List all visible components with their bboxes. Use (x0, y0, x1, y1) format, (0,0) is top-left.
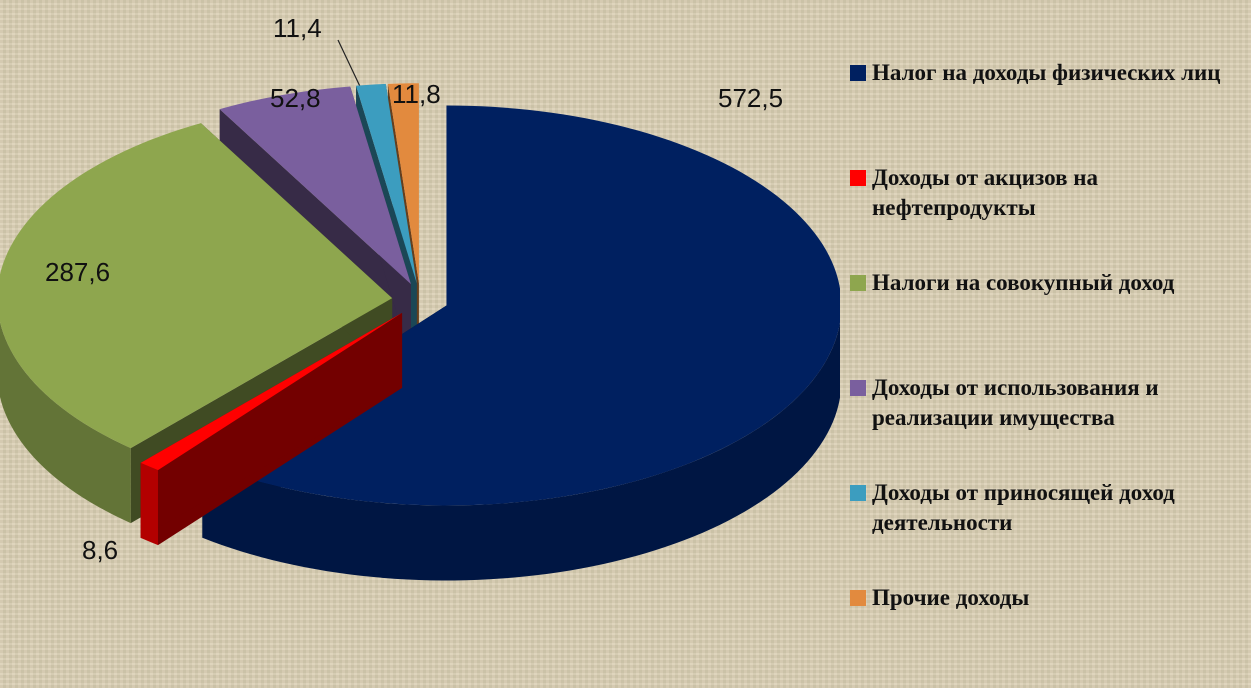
legend-swatch (850, 275, 866, 291)
slice-top (356, 83, 417, 284)
legend-item: Налоги на совокупный доход (850, 268, 1250, 373)
slice-wall (0, 322, 131, 524)
slice-top (140, 312, 403, 471)
legend-label: Доходы от акцизов на нефтепродукты (872, 165, 1099, 220)
slice (140, 312, 403, 546)
legend-item: Доходы от акцизов на нефтепродукты (850, 163, 1250, 268)
slice-wall (140, 462, 158, 546)
legend-swatch (850, 65, 866, 81)
slice-top (0, 123, 393, 449)
legend-swatch (850, 380, 866, 396)
slice-top (387, 83, 419, 284)
data-label: 572,5 (718, 83, 783, 113)
data-label: 11,8 (392, 79, 441, 109)
legend-item: Доходы от использования и реализации иму… (850, 373, 1250, 478)
legend-label: Налог на доходы физических лиц (872, 60, 1221, 85)
page: 572,5 8,6 287,6 52,8 11,4 11,8 Налог на доход… (0, 0, 1251, 640)
legend-label: Доходы от приносящей доход деятельности (872, 480, 1175, 535)
legend-item: Доходы от приносящей доход деятельности (850, 478, 1250, 583)
data-label: 52,8 (270, 83, 321, 113)
slice-top (219, 86, 411, 285)
slice-side (140, 312, 403, 538)
legend: Налог на доходы физических лиц Доходы от … (850, 58, 1250, 688)
data-label: 287,6 (45, 257, 110, 287)
legend-label: Доходы от использования и реализации иму… (872, 375, 1159, 430)
legend-item: Прочие доходы (850, 583, 1250, 688)
data-label: 8,6 (82, 535, 118, 565)
legend-item: Налог на доходы физических лиц (850, 58, 1250, 163)
legend-swatch (850, 590, 866, 606)
chart: 572,5 8,6 287,6 52,8 11,4 11,8 (0, 13, 840, 581)
legend-label: Налоги на совокупный доход (872, 270, 1175, 295)
legend-swatch (850, 485, 866, 501)
legend-swatch (850, 170, 866, 186)
slice-wall (202, 322, 840, 581)
data-label: 11,4 (273, 13, 322, 43)
legend-label: Прочие доходы (872, 585, 1030, 610)
